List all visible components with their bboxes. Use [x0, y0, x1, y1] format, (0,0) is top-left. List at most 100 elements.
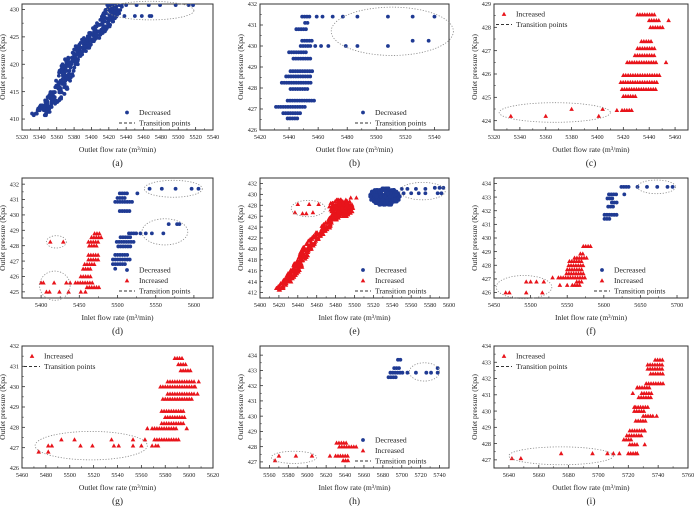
increased-point [179, 355, 185, 361]
series-increased [273, 195, 359, 292]
x-tick-label: 5460 [312, 134, 324, 141]
y-tick-label: 420 [10, 61, 19, 68]
y-tick-label: 431 [248, 22, 257, 29]
decreased-point [614, 192, 619, 197]
legend-circle-icon [361, 268, 365, 272]
y-tick-label: 424 [248, 224, 257, 231]
decreased-point [437, 185, 442, 190]
increased-point [88, 274, 93, 279]
x-tick-label: 5400 [254, 302, 266, 309]
decreased-point [308, 56, 313, 61]
decreased-point [106, 21, 110, 26]
decreased-point [76, 44, 81, 49]
data-layer [38, 186, 201, 294]
increased-point [648, 394, 654, 400]
decreased-point [128, 235, 133, 240]
decreased-point [374, 199, 379, 204]
increased-point [330, 212, 336, 217]
decreased-point [63, 78, 68, 83]
increased-point [297, 258, 302, 263]
decreased-point [66, 57, 71, 62]
y-tick-label: 428 [248, 85, 257, 92]
decreased-point [410, 14, 415, 19]
decreased-point [173, 4, 178, 7]
increased-point [345, 212, 351, 217]
x-tick-label: 5680 [377, 472, 389, 479]
y-tick-label: 429 [10, 228, 19, 235]
y-tick-label: 430 [248, 192, 257, 199]
decreased-point [385, 199, 389, 204]
increased-point [345, 458, 351, 463]
increased-point [503, 290, 509, 295]
y-tick-label: 418 [248, 257, 257, 264]
y-tick-label: 424 [482, 118, 491, 125]
decreased-point [122, 196, 127, 200]
increased-point [338, 197, 343, 202]
legend-label: Increased [375, 446, 404, 455]
increased-point [579, 267, 584, 272]
y-tick-label: 429 [248, 64, 257, 71]
y-tick-label: 416 [248, 268, 257, 275]
x-tick-label: 5700 [671, 302, 683, 309]
y-tick-label: 431 [10, 197, 19, 204]
decreased-point [319, 44, 323, 48]
x-tick-label: 5640 [339, 472, 351, 479]
legend-triangle-icon [501, 353, 507, 358]
y-axis-label: Outlet pressure (Kpa) [236, 205, 245, 271]
increased-point [327, 217, 332, 222]
decreased-point [61, 65, 65, 70]
x-tick-label: 5440 [120, 134, 132, 141]
transition-region [508, 446, 614, 466]
y-tick-label: 426 [10, 465, 19, 472]
x-tick-label: 5720 [622, 472, 634, 479]
decreased-point [611, 204, 615, 209]
x-tick-label: 5560 [135, 472, 147, 479]
increased-point [557, 282, 563, 287]
y-tick-label: 414 [248, 279, 257, 286]
x-tick-label: 5520 [367, 302, 379, 309]
decreased-point [91, 26, 95, 31]
decreased-point [416, 191, 421, 196]
legend-label: Decreased [139, 108, 171, 117]
increased-point [580, 271, 586, 276]
y-tick-label: 431 [482, 392, 491, 399]
increased-point [634, 451, 640, 456]
panel-caption: (f) [586, 326, 596, 337]
decreased-point [76, 47, 81, 52]
decreased-point [149, 231, 154, 236]
decreased-point [295, 116, 300, 121]
transition-region [141, 218, 189, 246]
decreased-point [393, 375, 398, 380]
decreased-point [326, 44, 331, 48]
x-tick-label: 5450 [73, 302, 85, 309]
x-tick-label: 5460 [311, 302, 323, 309]
decreased-point [45, 103, 50, 108]
plot-frame [493, 345, 689, 469]
increased-point [89, 280, 95, 285]
increased-point [316, 201, 321, 207]
increased-point [272, 458, 278, 463]
increased-point [652, 46, 657, 51]
increased-point [184, 426, 190, 431]
decreased-point [99, 17, 104, 22]
increased-point [652, 12, 657, 17]
y-tick-label: 430 [248, 413, 257, 420]
decreased-point [88, 31, 92, 35]
decreased-point [103, 9, 107, 14]
increased-point [95, 252, 101, 257]
increased-point [95, 257, 101, 262]
decreased-point [44, 111, 48, 116]
increased-point [326, 225, 331, 230]
decreased-point [132, 14, 137, 18]
series-increased [36, 355, 201, 454]
decreased-point [60, 62, 65, 67]
increased-point [579, 258, 584, 264]
x-tick-label: 5400 [591, 134, 603, 141]
decreased-point [127, 209, 132, 213]
increased-point [600, 106, 605, 111]
x-tick-label: 5520 [87, 472, 99, 479]
panel-caption: (b) [349, 158, 360, 169]
increased-point [180, 420, 186, 426]
increased-point [94, 243, 99, 248]
